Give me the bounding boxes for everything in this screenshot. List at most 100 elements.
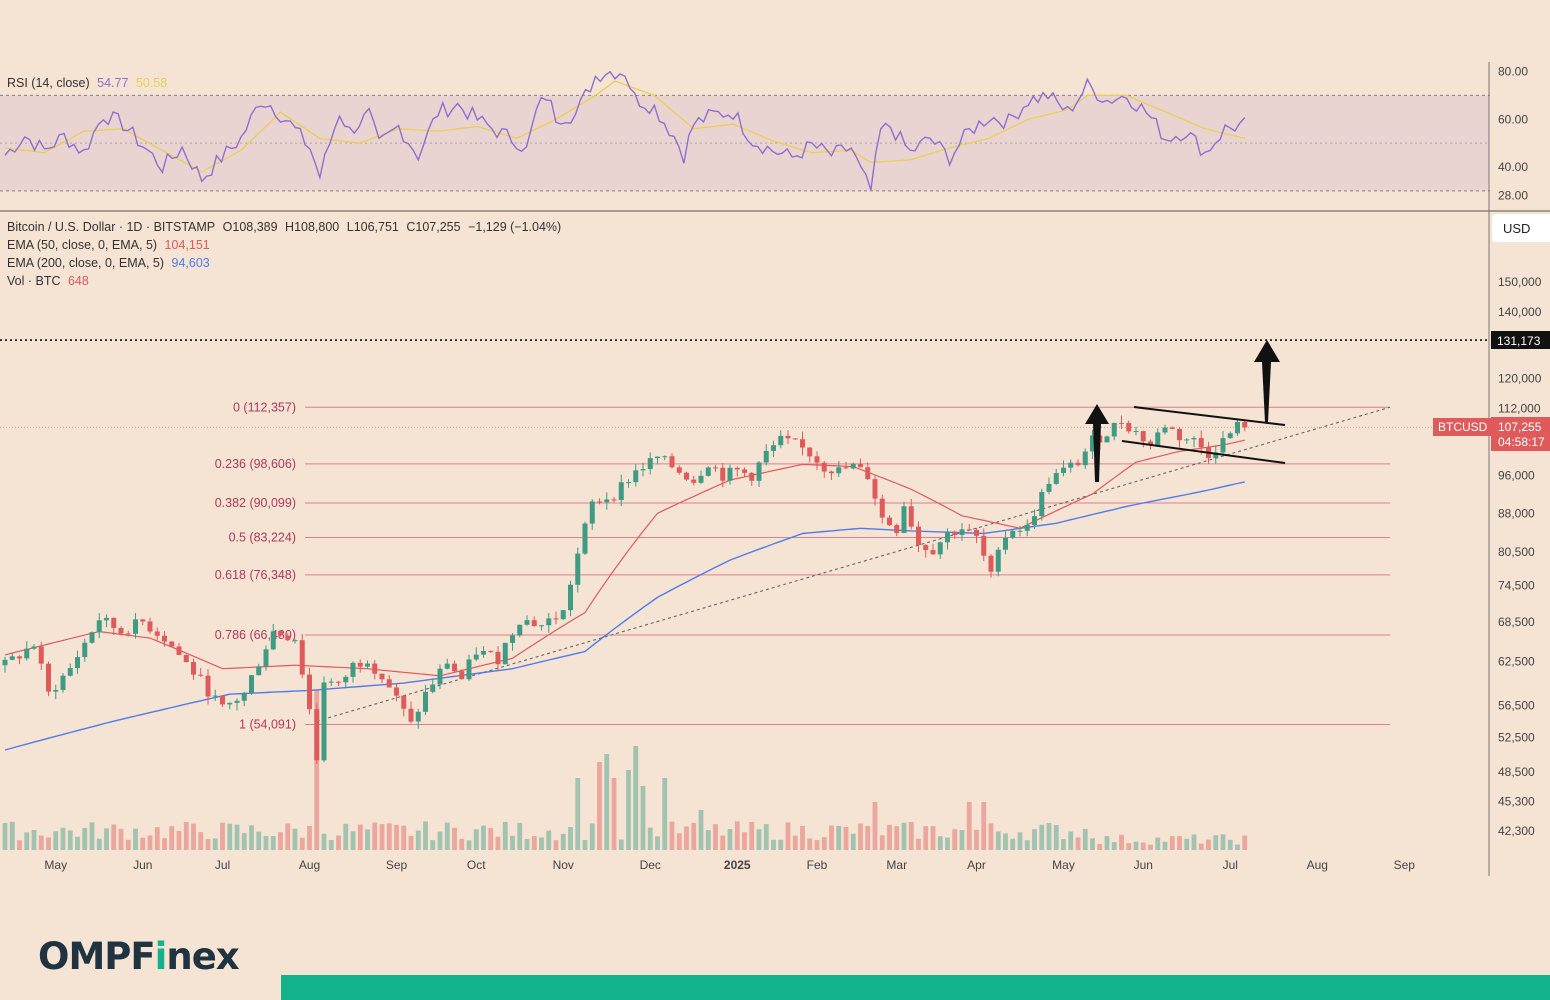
ema200-legend[interactable]: EMA (200, close, 0, EMA, 5) 94,603 [7,256,214,270]
candle-body [1119,422,1124,424]
volume-bar [1162,841,1168,850]
candle-body [568,584,573,611]
rsi-axis: 80.00 60.00 40.00 28.00 [1498,65,1528,203]
candle-body [9,656,15,660]
price-tick-label: 74,500 [1498,579,1535,593]
volume-bar [118,828,124,850]
candle-body [995,549,1001,572]
candle-body [408,708,414,722]
volume-bar [401,825,407,850]
volume-bar [147,835,153,850]
fib-level-label: 0.5 (83,224) [229,530,296,544]
candle-body [1198,438,1204,448]
volume-bar [698,810,704,850]
candle-body [1227,433,1233,439]
volume-bar [1177,836,1182,850]
volume-bar [720,835,726,850]
candle-body [459,671,465,680]
candle-body [553,618,559,620]
logo-text-2: i [154,935,168,978]
candle-body [597,501,602,503]
volume-legend[interactable]: Vol · BTC 648 [7,274,93,288]
volume-bar [415,830,421,850]
volume-bar [502,821,508,850]
volume-bar [473,829,479,850]
candle-body [560,610,566,620]
candle-body [1010,530,1016,539]
volume-bar [713,824,718,850]
volume-bar [292,828,298,850]
candle-body [1075,462,1081,466]
flag-upper-line[interactable] [1133,406,1286,426]
ema200-label: EMA (200, close, 0, EMA, 5) [7,256,165,270]
volume-bar [285,823,291,850]
candle-body [321,682,327,761]
candle-body [684,472,689,480]
candle-body [539,625,544,627]
resistance-price-text: 131,173 [1497,334,1541,348]
ema200-line [4,481,1245,751]
candle-body [756,462,762,481]
volume-bar [444,822,450,850]
up-arrow-icon[interactable] [1254,340,1280,422]
candle-body [1017,530,1023,532]
volume-bar [1242,835,1248,850]
rsi-tick-label: 40.00 [1498,160,1528,174]
volume-bar [1213,835,1219,850]
candle-body [887,517,892,526]
volume-bar [1061,839,1066,850]
volume-bar [140,837,146,850]
fib-level-label: 0 (112,357) [233,400,296,414]
flag-lower-line[interactable] [1121,440,1286,464]
volume-bar [104,828,109,850]
time-tick-label: May [44,858,67,872]
candle-body [517,624,523,636]
volume-bar [1198,843,1204,850]
ema50-legend[interactable]: EMA (50, close, 0, EMA, 5) 104,151 [7,238,214,252]
rsi-tick-label: 60.00 [1498,112,1528,126]
volume-bar [1090,838,1095,850]
candle-body [31,646,37,649]
currency-button[interactable] [1492,214,1550,242]
volume-bar [89,822,95,850]
volume-bar [1119,834,1124,850]
candle-body [357,662,363,667]
volume-bar [901,822,907,850]
volume-bar [669,821,675,850]
ascending-trendline[interactable] [316,406,1391,722]
volume-bar [1068,831,1074,850]
volume-bar [626,770,631,850]
candle-body [473,654,479,660]
candle-body [771,445,776,451]
ema50-value: 104,151 [164,238,210,252]
volume-bar [952,829,958,850]
last-price-tag [1491,417,1550,451]
volume-bar [1053,825,1059,850]
candle-body [901,506,907,534]
volume-bar [858,823,863,850]
up-arrow-icon[interactable] [1085,404,1109,482]
volume-bar [829,825,834,850]
volume-bar [234,824,240,850]
volume-bar [546,830,552,850]
candle-body [1213,452,1219,459]
candle-body [1003,538,1008,550]
volume-bar [183,822,189,850]
volume-bar [582,839,588,850]
candle-body [292,640,298,642]
rsi-pane: 80.00 60.00 40.00 28.00 [0,65,1528,203]
candle-body [1061,467,1066,474]
candle-body [959,529,965,535]
candle-body [1024,525,1030,531]
candle-body [546,618,552,626]
candle-body [662,456,668,458]
rsi-legend[interactable]: RSI (14, close) 54.77 50.58 [7,76,171,90]
symbol-legend[interactable]: Bitcoin / U.S. Dollar · 1D · BITSTAMP O1… [7,220,565,234]
volume-bar [1039,824,1045,850]
price-tick-label: 140,000 [1498,305,1542,319]
candle-body [17,656,22,659]
volume-bar [568,827,573,850]
time-tick-label: Jun [133,858,152,872]
volume-bar [495,836,501,850]
candle-body [792,438,798,440]
